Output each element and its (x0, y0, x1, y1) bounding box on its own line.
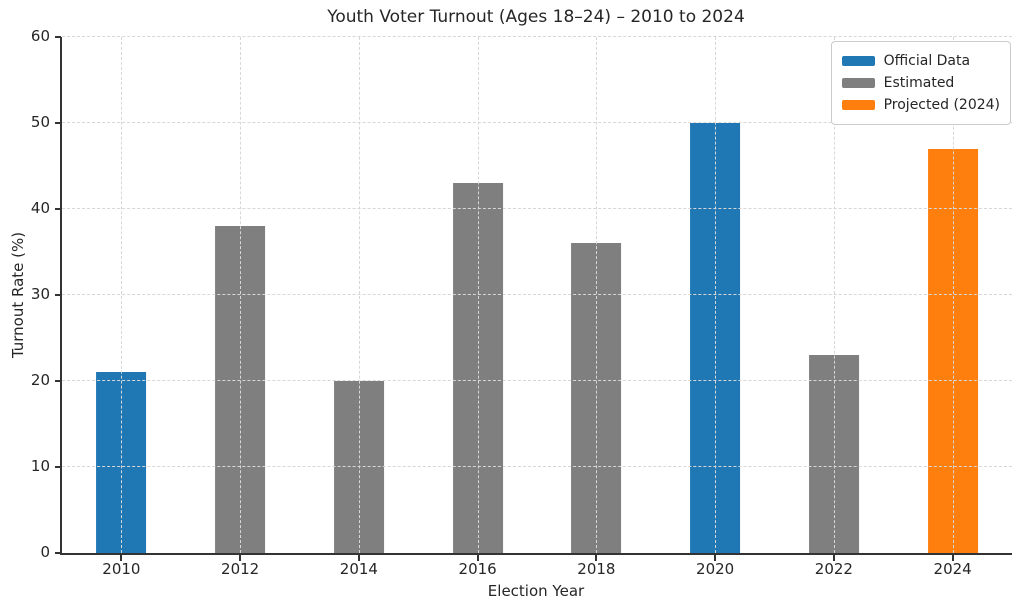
x-tick-label-2024: 2024 (933, 560, 972, 578)
legend: Official Data Estimated Projected (2024) (830, 41, 1011, 125)
legend-label-projected: Projected (2024) (883, 97, 1000, 113)
v-gridline-2016 (477, 37, 479, 553)
h-gridline-10 (62, 466, 1012, 467)
x-tick-label-2016: 2016 (458, 560, 497, 578)
y-tick-label-10: 10 (30, 456, 50, 475)
y-axis-label: Turnout Rate (%) (9, 231, 27, 359)
h-gridline-50 (62, 122, 1012, 123)
x-tick-label-2022: 2022 (814, 560, 853, 578)
estimated-swatch-icon (841, 78, 875, 88)
x-tick-mark-2014 (357, 555, 360, 561)
v-gridline-2012 (240, 37, 242, 553)
y-tick-mark-50 (55, 122, 61, 124)
x-tick-label-2012: 2012 (221, 560, 260, 578)
legend-label-official: Official Data (883, 53, 971, 69)
h-gridline-20 (62, 380, 1012, 381)
projected-swatch-icon (841, 100, 875, 110)
y-tick-label-60: 60 (30, 26, 50, 45)
y-tick-label-0: 0 (40, 542, 50, 561)
x-tick-mark-2010 (120, 555, 123, 561)
y-tick-mark-20 (55, 380, 61, 382)
x-tick-mark-2016 (476, 555, 479, 561)
y-tick-label-30: 30 (30, 284, 50, 303)
x-tick-mark-2024 (951, 555, 954, 561)
v-gridline-2024 (952, 37, 954, 553)
x-axis-label: Election Year (487, 582, 585, 600)
h-gridline-40 (62, 208, 1012, 209)
y-tick-mark-60 (55, 36, 61, 38)
legend-item-estimated: Estimated (841, 72, 1000, 94)
v-gridline-2020 (715, 37, 717, 553)
h-gridline-30 (62, 294, 1012, 295)
x-tick-label-2014: 2014 (339, 560, 378, 578)
legend-label-estimated: Estimated (883, 75, 955, 91)
y-tick-label-50: 50 (30, 112, 50, 131)
v-gridline-2022 (833, 37, 835, 553)
y-tick-mark-0 (55, 552, 61, 554)
official-swatch-icon (841, 56, 875, 66)
plot-area: 0 10 20 30 40 50 60 2010 2012 2014 2016 2018 2020 202… (31, 28, 1012, 577)
y-tick-label-40: 40 (30, 198, 50, 217)
y-tick-mark-10 (55, 466, 61, 468)
x-tick-mark-2018 (595, 555, 598, 561)
legend-item-official: Official Data (841, 50, 1000, 72)
chart-title: Youth Voter Turnout (Ages 18–24) – 2010 … (327, 7, 745, 27)
h-gridline-60 (62, 36, 1012, 37)
v-gridline-2014 (358, 37, 360, 553)
y-tick-mark-30 (55, 294, 61, 296)
x-tick-mark-2012 (239, 555, 242, 561)
x-tick-label-2020: 2020 (696, 560, 735, 578)
x-tick-label-2018: 2018 (577, 560, 616, 578)
v-gridline-2018 (596, 37, 598, 553)
y-tick-mark-40 (55, 208, 61, 210)
x-tick-label-2010: 2010 (102, 560, 141, 578)
v-gridline-2010 (121, 37, 123, 553)
x-tick-mark-2022 (832, 555, 835, 561)
legend-item-projected: Projected (2024) (841, 94, 1000, 116)
y-tick-label-20: 20 (30, 370, 50, 389)
x-tick-mark-2020 (714, 555, 717, 561)
